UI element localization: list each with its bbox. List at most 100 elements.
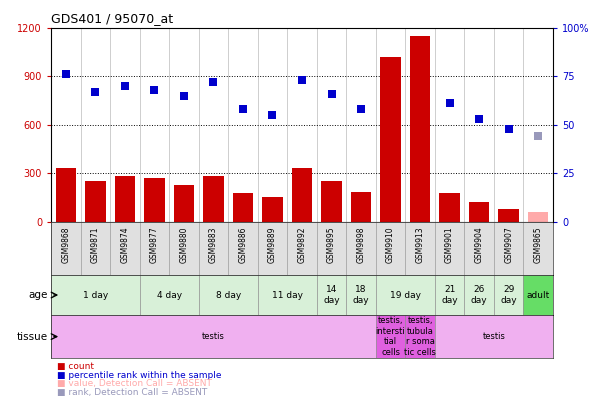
Bar: [465, 275, 494, 315]
Bar: [139, 275, 199, 315]
Bar: [51, 275, 139, 315]
Bar: [291, 168, 313, 222]
Bar: [321, 181, 342, 222]
Point: [356, 106, 366, 112]
Point: [474, 116, 484, 122]
Bar: [258, 222, 287, 275]
Bar: [528, 212, 549, 222]
Bar: [317, 275, 346, 315]
Point: [267, 112, 277, 118]
Text: age: age: [29, 290, 48, 300]
Bar: [169, 222, 199, 275]
Text: 18
day: 18 day: [353, 286, 370, 305]
Text: 21
day: 21 day: [441, 286, 458, 305]
Bar: [405, 315, 435, 358]
Text: 19 day: 19 day: [390, 291, 421, 299]
Bar: [115, 177, 135, 222]
Bar: [233, 194, 253, 222]
Bar: [410, 36, 430, 222]
Text: testis: testis: [202, 332, 225, 341]
Bar: [351, 192, 371, 222]
Bar: [435, 315, 553, 358]
Text: GSM9877: GSM9877: [150, 226, 159, 263]
Bar: [203, 176, 224, 222]
Bar: [376, 315, 405, 358]
Text: GSM9907: GSM9907: [504, 226, 513, 263]
Bar: [405, 222, 435, 275]
Bar: [110, 222, 139, 275]
Bar: [199, 222, 228, 275]
Bar: [262, 197, 283, 222]
Bar: [228, 222, 258, 275]
Text: 1 day: 1 day: [83, 291, 108, 299]
Bar: [439, 194, 460, 222]
Point: [504, 126, 513, 132]
Text: GSM9889: GSM9889: [268, 226, 277, 263]
Text: 4 day: 4 day: [157, 291, 182, 299]
Text: adult: adult: [526, 291, 550, 299]
Bar: [346, 275, 376, 315]
Bar: [523, 275, 553, 315]
Point: [445, 100, 454, 107]
Text: GSM9898: GSM9898: [356, 226, 365, 263]
Bar: [494, 222, 523, 275]
Text: 11 day: 11 day: [272, 291, 303, 299]
Text: GSM9883: GSM9883: [209, 226, 218, 263]
Bar: [469, 202, 489, 222]
Text: 29
day: 29 day: [500, 286, 517, 305]
Bar: [376, 275, 435, 315]
Text: GSM9892: GSM9892: [297, 226, 307, 263]
Text: GSM9904: GSM9904: [475, 226, 484, 263]
Bar: [199, 275, 258, 315]
Bar: [346, 222, 376, 275]
Point: [179, 92, 189, 99]
Bar: [174, 185, 194, 222]
Point: [297, 77, 307, 83]
Bar: [523, 222, 553, 275]
Text: ■ count: ■ count: [57, 362, 94, 371]
Bar: [376, 222, 405, 275]
Text: testis,
intersti
tial
cells: testis, intersti tial cells: [376, 316, 406, 357]
Bar: [498, 209, 519, 222]
Text: GSM9895: GSM9895: [327, 226, 336, 263]
Bar: [435, 222, 465, 275]
Bar: [55, 168, 76, 222]
Bar: [380, 57, 401, 222]
Point: [327, 91, 337, 97]
Text: GDS401 / 95070_at: GDS401 / 95070_at: [51, 12, 173, 25]
Bar: [317, 222, 346, 275]
Text: GSM9874: GSM9874: [120, 226, 129, 263]
Point: [238, 106, 248, 112]
Text: GSM9901: GSM9901: [445, 226, 454, 263]
Point: [91, 89, 100, 95]
Text: GSM9886: GSM9886: [239, 226, 248, 263]
Point: [120, 83, 130, 89]
Text: tissue: tissue: [17, 331, 48, 342]
Bar: [51, 222, 81, 275]
Point: [61, 71, 71, 78]
Bar: [258, 275, 317, 315]
Bar: [494, 275, 523, 315]
Text: ■ percentile rank within the sample: ■ percentile rank within the sample: [57, 371, 222, 379]
Text: ■ value, Detection Call = ABSENT: ■ value, Detection Call = ABSENT: [57, 379, 212, 388]
Bar: [144, 178, 165, 222]
Text: 26
day: 26 day: [471, 286, 487, 305]
Bar: [81, 222, 110, 275]
Bar: [139, 222, 169, 275]
Bar: [287, 222, 317, 275]
Text: 8 day: 8 day: [216, 291, 241, 299]
Text: GSM9913: GSM9913: [415, 226, 424, 263]
Text: GSM9880: GSM9880: [180, 226, 189, 263]
Text: 14
day: 14 day: [323, 286, 340, 305]
Text: testis,
tubula
r soma
tic cells: testis, tubula r soma tic cells: [404, 316, 436, 357]
Point: [209, 79, 218, 85]
Text: GSM9865: GSM9865: [534, 226, 543, 263]
Text: ■ rank, Detection Call = ABSENT: ■ rank, Detection Call = ABSENT: [57, 388, 207, 396]
Text: GSM9910: GSM9910: [386, 226, 395, 263]
Bar: [465, 222, 494, 275]
Text: GSM9871: GSM9871: [91, 226, 100, 263]
Bar: [51, 315, 376, 358]
Text: testis: testis: [483, 332, 505, 341]
Point: [150, 87, 159, 93]
Text: GSM9868: GSM9868: [61, 226, 70, 263]
